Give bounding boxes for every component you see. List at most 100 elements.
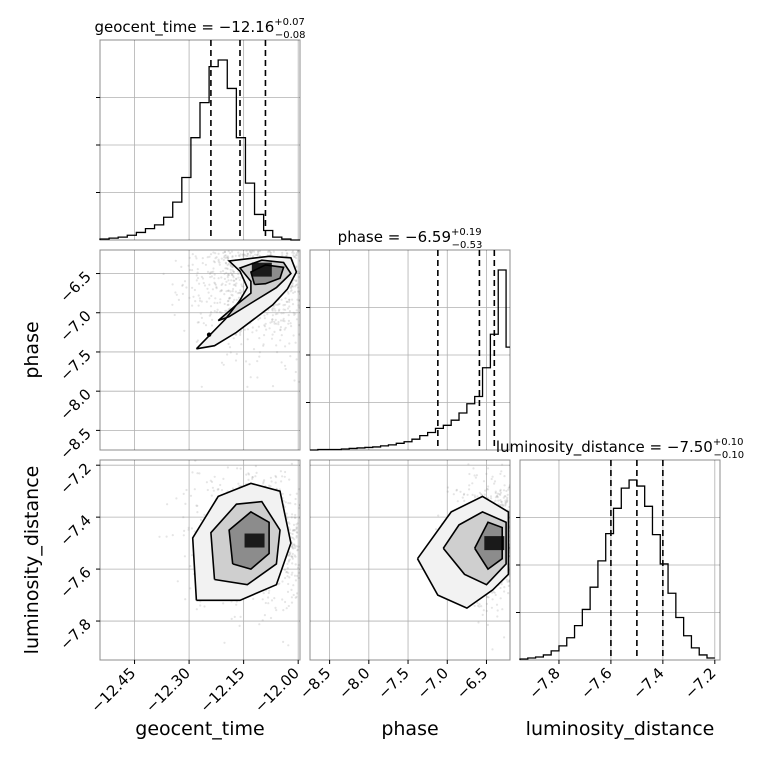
scatter-point	[499, 493, 502, 496]
scatter-point	[195, 504, 198, 507]
scatter-point	[206, 256, 209, 259]
scatter-point	[226, 300, 229, 303]
scatter-point	[237, 296, 240, 299]
scatter-point	[229, 264, 232, 267]
scatter-point	[295, 284, 298, 287]
scatter-point	[258, 254, 261, 257]
scatter-point	[483, 493, 486, 496]
scatter-point	[203, 513, 206, 517]
scatter-point	[291, 532, 294, 536]
y-axis-label-phase: phase	[21, 321, 43, 378]
scatter-point	[223, 302, 226, 306]
scatter-point	[295, 526, 298, 529]
scatter-point	[285, 300, 288, 303]
scatter-point	[235, 352, 238, 356]
scatter-point	[480, 605, 483, 608]
title-value: luminosity_distance = −7.50	[496, 438, 713, 457]
scatter-point	[242, 253, 245, 256]
scatter-point	[232, 300, 235, 304]
scatter-point	[235, 333, 238, 336]
scatter-point	[463, 492, 466, 495]
scatter-point	[298, 299, 300, 302]
scatter-point	[257, 325, 260, 328]
marker-point	[206, 332, 212, 337]
scatter-point	[504, 495, 507, 498]
scatter-point	[254, 475, 257, 478]
scatter-point	[495, 494, 498, 497]
scatter-point	[197, 294, 200, 297]
scatter-point	[223, 254, 226, 257]
scatter-point	[195, 274, 198, 277]
scatter-point	[271, 318, 274, 321]
scatter-point	[455, 489, 458, 492]
scatter-point	[259, 317, 262, 320]
scatter-point	[283, 475, 286, 478]
scatter-point	[278, 488, 281, 491]
x-axis-label-luminosity_distance: luminosity_distance	[526, 718, 715, 740]
scatter-point	[195, 340, 198, 343]
scatter-point	[263, 325, 267, 328]
scatter-point	[223, 293, 226, 296]
scatter-point	[505, 489, 508, 493]
scatter-point	[197, 304, 200, 307]
scatter-point	[273, 597, 276, 600]
scatter-point	[237, 254, 240, 257]
scatter-point	[279, 339, 282, 342]
scatter-point	[212, 251, 215, 254]
scatter-point	[292, 523, 296, 527]
scatter-point	[239, 291, 242, 294]
scatter-point	[278, 308, 281, 311]
scatter-point	[198, 472, 201, 475]
scatter-point	[226, 353, 229, 356]
scatter-point	[437, 514, 440, 517]
scatter-point	[298, 292, 300, 295]
scatter-point	[185, 488, 188, 492]
scatter-point	[287, 521, 290, 524]
scatter-point	[298, 324, 300, 327]
scatter-point	[292, 252, 296, 255]
scatter-point	[294, 312, 297, 315]
scatter-point	[504, 501, 507, 504]
scatter-point	[288, 298, 291, 301]
scatter-point	[165, 535, 168, 538]
scatter-point	[199, 604, 202, 607]
scatter-point	[467, 463, 470, 466]
scatter-point	[238, 255, 241, 258]
scatter-point	[298, 503, 300, 506]
scatter-point	[506, 496, 509, 499]
scatter-point	[506, 493, 509, 496]
scatter-point	[209, 305, 213, 308]
scatter-point	[291, 557, 294, 560]
scatter-point	[177, 298, 180, 301]
scatter-point	[194, 255, 197, 258]
scatter-point	[222, 258, 225, 262]
scatter-point	[288, 576, 291, 579]
scatter-point	[294, 497, 297, 501]
scatter-point	[287, 582, 290, 586]
scatter-point	[231, 294, 234, 297]
scatter-point	[208, 272, 212, 275]
scatter-point	[171, 534, 174, 537]
scatter-point	[246, 338, 249, 341]
scatter-point	[268, 327, 271, 330]
scatter-point	[220, 276, 223, 279]
scatter-point	[262, 343, 265, 346]
scatter-point	[184, 502, 187, 505]
scatter-point	[292, 584, 295, 587]
scatter-point	[503, 475, 506, 478]
scatter-point	[212, 260, 215, 263]
scatter-point	[287, 322, 290, 325]
scatter-point	[188, 268, 192, 272]
scatter-point	[494, 496, 497, 499]
scatter-point	[490, 497, 493, 500]
scatter-point	[210, 275, 213, 278]
scatter-point	[246, 252, 249, 256]
title-upper-error: +0.07	[274, 17, 305, 28]
scatter-point	[295, 358, 298, 361]
panel-frame	[99, 249, 301, 451]
contour-line-level-2	[228, 510, 270, 570]
scatter-point	[288, 298, 291, 301]
scatter-point	[291, 282, 294, 285]
scatter-point	[249, 252, 253, 255]
scatter-point	[213, 277, 216, 280]
